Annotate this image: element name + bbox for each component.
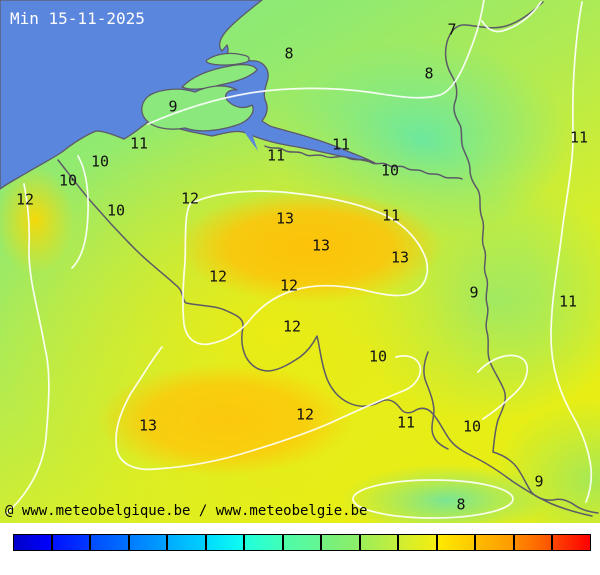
temperature-label: 12: [279, 276, 299, 295]
schelde-river: [244, 131, 258, 151]
temperature-label: 11: [266, 146, 286, 165]
temperature-label: 11: [129, 134, 149, 153]
temperature-label: 13: [275, 209, 295, 228]
colorbar-segment: [553, 535, 590, 550]
contour-coastal-pocket: [71, 155, 89, 269]
colorbar-segment: [399, 535, 436, 550]
temperature-label: 12: [15, 190, 35, 209]
temperature-label: 8: [424, 64, 434, 83]
colorbar-segment: [14, 535, 51, 550]
copyright-text: @ www.meteobelgique.be / www.meteobelgie…: [5, 503, 368, 519]
contour-south-warm-blob: [115, 346, 422, 471]
colorbar-segment: [206, 535, 244, 550]
border-luxembourg: [423, 351, 449, 450]
colorbar-segment: [514, 535, 552, 550]
colorbar-segment: [168, 535, 205, 550]
colorbar-segment: [322, 535, 359, 550]
contour-north-branch: [481, 1, 542, 33]
temperature-label: 13: [311, 236, 331, 255]
colorbar-segment: [437, 535, 475, 550]
temperature-label: 11: [558, 292, 578, 311]
temperature-label: 12: [208, 267, 228, 286]
temperature-colorbar: [13, 534, 591, 551]
colorbar-segment: [129, 535, 167, 550]
contour-west: [5, 183, 50, 515]
temperature-label: 11: [396, 413, 416, 432]
contour-east-pocket: [477, 354, 529, 420]
contour-north: [147, 0, 485, 125]
map-title: Min 15-11-2025: [10, 9, 145, 28]
temperature-label: 12: [180, 189, 200, 208]
colorbar-segment: [52, 535, 90, 550]
colorbar-segment: [476, 535, 513, 550]
contour-east: [550, 1, 593, 503]
temperature-label: 8: [456, 495, 466, 514]
temperature-label: 12: [282, 317, 302, 336]
border-germany: [444, 1, 599, 514]
temperature-label: 8: [284, 44, 294, 63]
temperature-label: 10: [106, 201, 126, 220]
contour-central-warm-oval: [182, 190, 429, 346]
temperature-label: 9: [534, 472, 544, 491]
temperature-label: 10: [368, 347, 388, 366]
temperature-label: 9: [168, 97, 178, 116]
temperature-label: 13: [390, 248, 410, 267]
colorbar-segment: [283, 535, 321, 550]
contour-southeast-oval: [352, 479, 514, 519]
temperature-label: 11: [381, 206, 401, 225]
temperature-label: 10: [462, 417, 482, 436]
temperature-label: 10: [380, 161, 400, 180]
border-belgium-netherlands: [264, 145, 463, 180]
colorbar-segment: [245, 535, 282, 550]
temperature-label: 11: [569, 128, 589, 147]
temperature-label: 9: [469, 283, 479, 302]
island-north: [205, 52, 250, 66]
temperature-label: 12: [295, 405, 315, 424]
map-overlay: [0, 0, 599, 519]
temperature-label: 11: [331, 135, 351, 154]
temperature-label: 13: [138, 416, 158, 435]
temperature-label: 10: [90, 152, 110, 171]
colorbar-segment: [360, 535, 398, 550]
temperature-label: 7: [447, 20, 457, 39]
colorbar-segment: [91, 535, 128, 550]
temperature-label: 10: [58, 171, 78, 190]
